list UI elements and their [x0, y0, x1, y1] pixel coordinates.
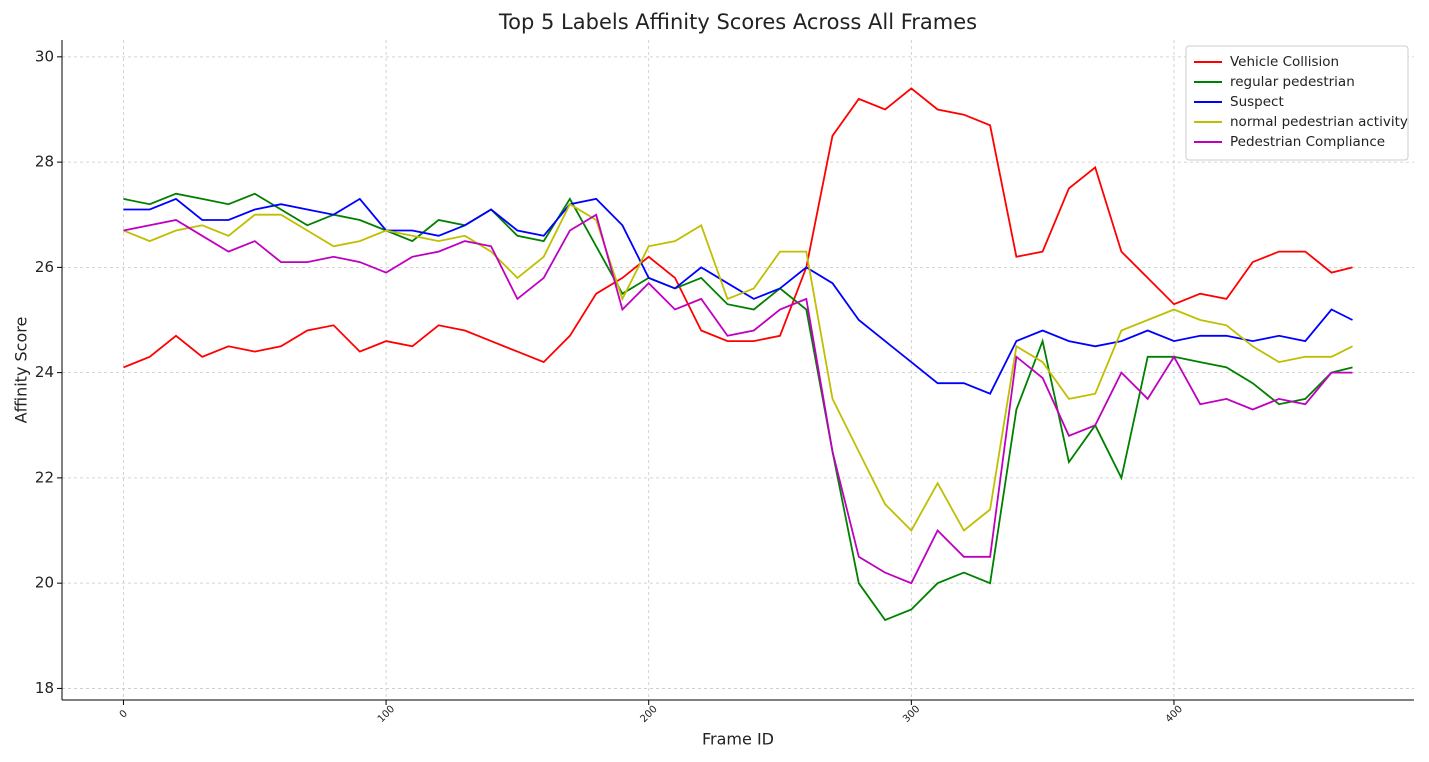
legend: Vehicle Collision regular pedestrian Suspe… — [1185, 45, 1409, 161]
legend-label: normal pedestrian activity — [1230, 114, 1408, 130]
series-line — [123, 197, 1353, 395]
x-tick-label: 400 — [1164, 704, 1185, 725]
y-tick-label: 20 — [35, 574, 54, 592]
series-line — [123, 202, 1353, 532]
legend-label: regular pedestrian — [1230, 74, 1355, 90]
x-tick-label: 0 — [118, 708, 130, 720]
y-tick-label: 24 — [35, 363, 54, 381]
x-tick-label: 200 — [638, 704, 659, 725]
x-tick-label: 300 — [901, 704, 922, 725]
legend-label: Suspect — [1230, 94, 1284, 110]
x-axis-label: Frame ID — [702, 730, 774, 749]
y-tick-label: 22 — [35, 468, 54, 486]
y-tick-label: 26 — [35, 258, 54, 276]
series-line — [123, 192, 1353, 622]
y-axis-label: Affinity Score — [12, 317, 31, 424]
legend-box — [1185, 45, 1409, 161]
y-tick-label: 18 — [35, 679, 54, 697]
y-tick-label: 28 — [35, 153, 54, 171]
legend-label: Pedestrian Compliance — [1230, 134, 1385, 150]
y-tick-label: 30 — [35, 47, 54, 65]
legend-label: Vehicle Collision — [1230, 54, 1339, 70]
x-tick-label: 100 — [376, 704, 397, 725]
chart-title: Top 5 Labels Affinity Scores Across All … — [498, 10, 977, 34]
series-line — [123, 213, 1353, 585]
series-line — [123, 87, 1353, 369]
